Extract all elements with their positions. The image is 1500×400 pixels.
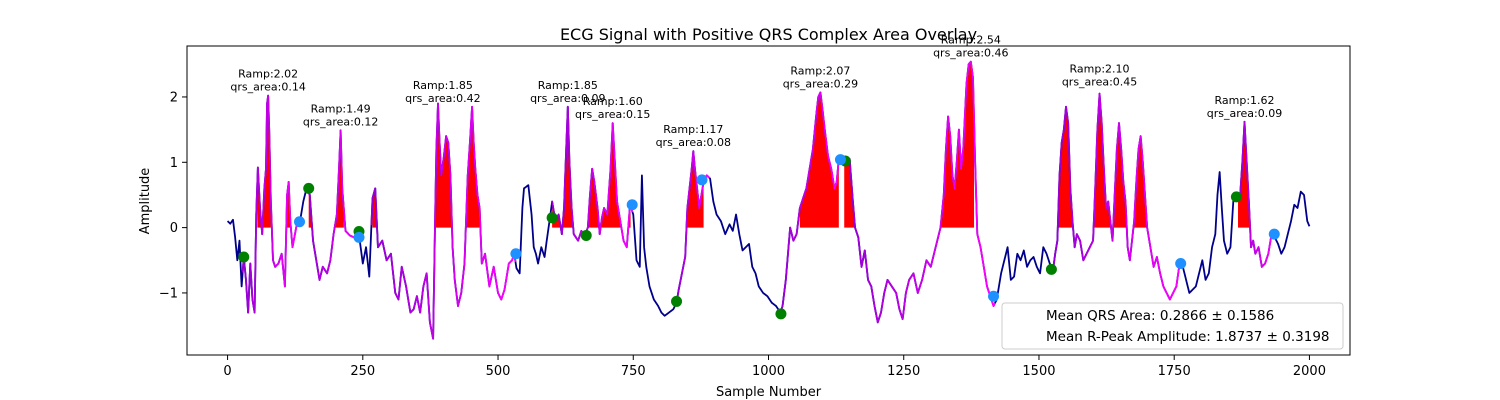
ecg-signal [226,60,1311,340]
qrs-onset-marker [303,182,315,194]
legend: Mean QRS Area: 0.2866 ± 0.1586 Mean R-Pe… [1001,302,1344,350]
peak-annotation: Ramp:2.54 qrs_area:0.46 [933,34,1008,60]
y-axis-label: Amplitude [138,168,153,235]
qrs-area-fill [844,159,856,228]
qrs-onset-marker [671,295,683,307]
x-tick-label: 1750 [1158,364,1191,379]
peak-annotations: Ramp:2.02 qrs_area:0.14 Ramp:1.49 qrs_area:… [230,34,1282,149]
qrs-area-fill [465,106,490,228]
qrs-offset-marker [626,199,638,211]
qrs-offset-marker [510,248,522,260]
qrs-onset-marker [775,308,787,320]
peak-annotation: Ramp:1.85 qrs_area:0.09 [530,79,605,105]
y-tick-label: 1 [170,156,178,171]
qrs-area-fill [1238,121,1264,228]
chart-title: ECG Signal with Positive QRS Complex Are… [560,25,977,44]
legend-box [1001,302,1344,350]
qrs-offset-marker [988,290,1000,302]
y-tick-label: 2 [170,90,178,105]
qrs-markers [238,154,1280,320]
legend-entry-mean-r-peak: Mean R-Peak Amplitude: 1.8737 ± 0.3198 [1046,329,1330,345]
x-axis: 0 250 500 750 1000 1250 1500 1750 2000 [223,355,1326,379]
x-tick-label: 500 [486,364,511,379]
qrs-offset-marker [353,231,365,243]
qrs-segment-line [675,150,710,304]
qrs-area-fill [581,123,631,228]
qrs-segment-line [307,129,360,281]
y-tick-label: −1 [159,286,178,301]
peak-annotation: Ramp:2.10 qrs_area:0.45 [1062,62,1137,88]
peak-annotation: Ramp:1.62 qrs_area:0.09 [1207,94,1282,120]
peak-annotation: Ramp:1.60 qrs_area:0.15 [575,95,650,121]
qrs-offset-marker [834,154,846,166]
qrs-onset-marker [1230,191,1242,203]
qrs-segment-line [1049,92,1182,301]
x-axis-label: Sample Number [716,385,822,400]
peak-annotation: Ramp:2.02 qrs_area:0.14 [230,68,305,94]
legend-entry-mean-qrs-area: Mean QRS Area: 0.2866 ± 0.1586 [1046,308,1274,324]
y-tick-label: 0 [170,221,178,236]
x-tick-label: 1250 [887,364,920,379]
peak-annotation: Ramp:1.17 qrs_area:0.08 [656,123,731,149]
x-tick-label: 0 [223,364,231,379]
peak-annotation: Ramp:2.07 qrs_area:0.29 [783,64,858,90]
qrs-onset-marker [546,212,558,224]
qrs-segment-line [779,91,841,314]
qrs-onset-marker [1045,263,1057,275]
peak-annotation: Ramp:1.85 qrs_area:0.42 [405,79,480,105]
qrs-area-fill [1055,93,1169,228]
peak-annotation: Ramp:1.49 qrs_area:0.12 [303,102,378,128]
qrs-offset-marker [1268,228,1280,240]
x-tick-label: 1500 [1022,364,1055,379]
qrs-offset-marker [294,216,306,228]
qrs-segment-line [370,102,517,340]
qrs-onset-marker [238,251,250,263]
qrs-onset-marker [580,229,592,241]
qrs-offset-marker [1175,258,1187,270]
qrs-offset-marker [696,174,708,186]
x-tick-label: 2000 [1293,364,1326,379]
qrs-segment-line [843,60,996,324]
x-tick-label: 1000 [752,364,785,379]
x-tick-label: 750 [621,364,646,379]
qrs-area-fill [799,92,839,228]
x-tick-label: 250 [350,364,375,379]
y-axis: −1 0 1 2 [159,90,187,301]
